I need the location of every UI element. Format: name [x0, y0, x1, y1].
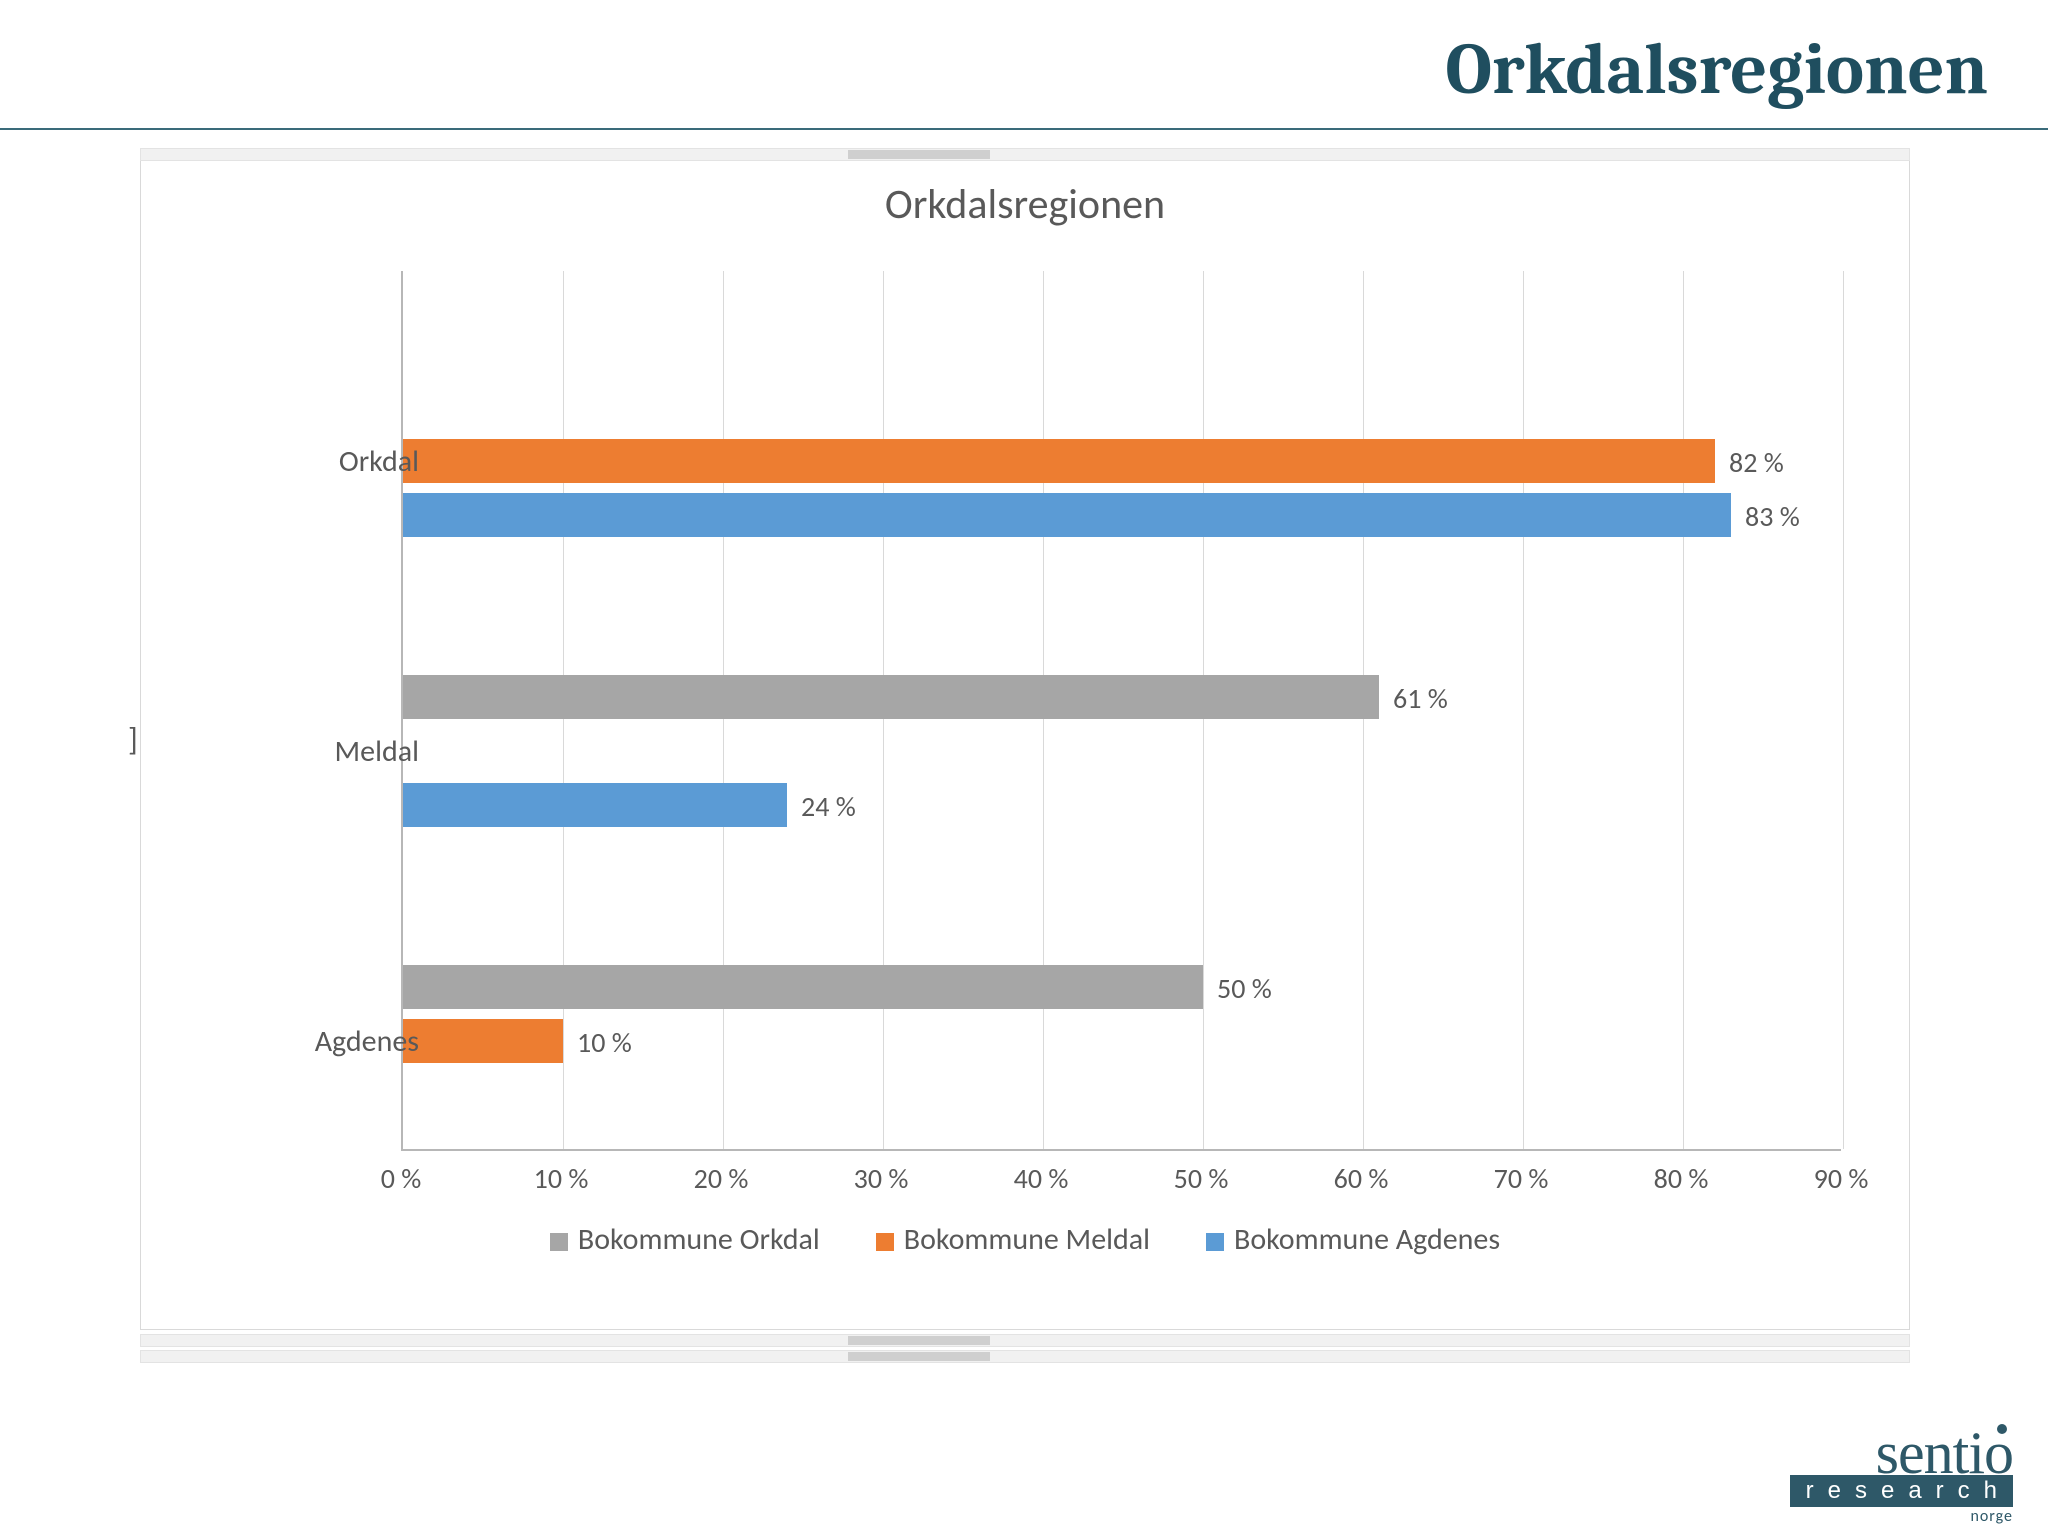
- plot-area: 82 % 83 % 61 % 24 % 50 % 10 %: [401, 271, 1841, 1151]
- bar-value-label: 50 %: [1217, 971, 1272, 1006]
- legend: Bokommune Orkdal Bokommune Meldal Bokommun…: [141, 1221, 1909, 1258]
- bar: [403, 439, 1715, 483]
- bar-value-label: 83 %: [1745, 499, 1800, 534]
- title-underline: [0, 128, 2048, 130]
- chart-container: Orkdalsregionen 82 % 83 % 61 % 24 % 50 % 10 %…: [140, 160, 1910, 1330]
- bar: [403, 493, 1731, 537]
- x-tick-label: 20 %: [694, 1161, 749, 1196]
- bar: [403, 1019, 563, 1063]
- legend-item: Bokommune Orkdal: [550, 1221, 820, 1258]
- scrollbar-bottom-2[interactable]: [140, 1350, 1910, 1363]
- gridline: [1523, 271, 1524, 1149]
- category-label: Agdenes: [239, 1023, 419, 1060]
- page-title: Orkdalsregionen: [1445, 28, 1988, 111]
- x-tick-label: 50 %: [1174, 1161, 1229, 1196]
- logo-brand: sentio: [1790, 1428, 2013, 1479]
- x-tick-label: 60 %: [1334, 1161, 1389, 1196]
- legend-swatch: [1206, 1233, 1224, 1251]
- legend-label: Bokommune Meldal: [904, 1221, 1150, 1258]
- category-label: Orkdal: [239, 443, 419, 480]
- x-tick-label: 10 %: [534, 1161, 589, 1196]
- gridline: [1843, 271, 1844, 1149]
- bar: [403, 675, 1379, 719]
- legend-label: Bokommune Agdenes: [1234, 1221, 1500, 1258]
- bar-value-label: 24 %: [801, 789, 856, 824]
- scrollbar-bottom-1[interactable]: [140, 1334, 1910, 1347]
- category-label: Meldal: [239, 733, 419, 770]
- bar-value-label: 10 %: [577, 1025, 632, 1060]
- bar-value-label: 82 %: [1729, 445, 1784, 480]
- logo-sub: norge: [1790, 1507, 2013, 1526]
- x-tick-label: 70 %: [1494, 1161, 1549, 1196]
- bar: [403, 965, 1203, 1009]
- x-tick-label: 30 %: [854, 1161, 909, 1196]
- bar: [403, 783, 787, 827]
- x-tick-label: 90 %: [1814, 1161, 1869, 1196]
- legend-swatch: [550, 1233, 568, 1251]
- legend-item: Bokommune Agdenes: [1206, 1221, 1500, 1258]
- x-tick-label: 40 %: [1014, 1161, 1069, 1196]
- x-tick-label: 0 %: [381, 1161, 422, 1196]
- scrollbar-top[interactable]: [140, 148, 1910, 161]
- logo: sentio research norge: [1790, 1428, 2013, 1526]
- axis-bracket: ]: [128, 720, 138, 759]
- legend-label: Bokommune Orkdal: [578, 1221, 820, 1258]
- x-tick-label: 80 %: [1654, 1161, 1709, 1196]
- legend-item: Bokommune Meldal: [876, 1221, 1150, 1258]
- legend-swatch: [876, 1233, 894, 1251]
- bar-value-label: 61 %: [1393, 681, 1448, 716]
- gridline: [1683, 271, 1684, 1149]
- chart-title: Orkdalsregionen: [141, 179, 1909, 230]
